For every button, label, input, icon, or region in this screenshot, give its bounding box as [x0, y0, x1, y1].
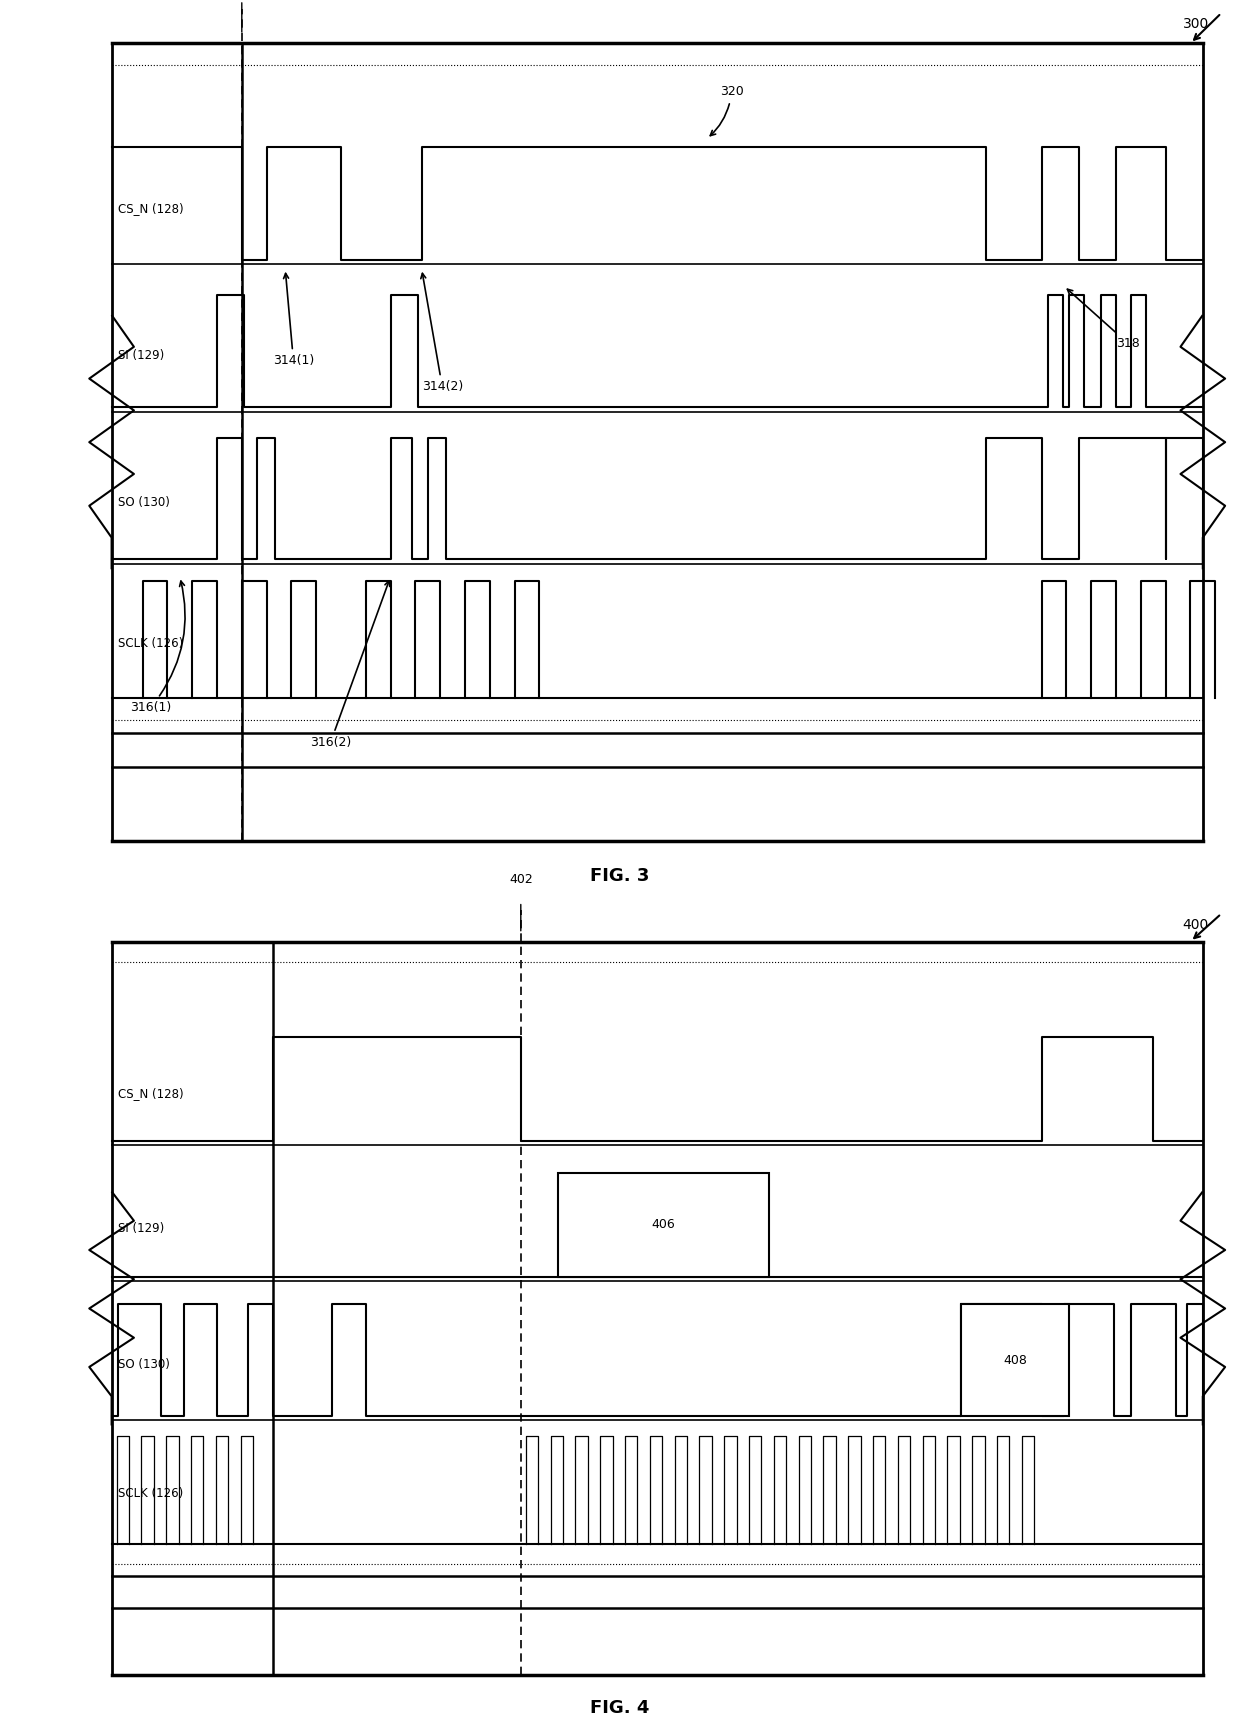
Text: SI (129): SI (129) [118, 1222, 164, 1235]
Text: 320: 320 [711, 85, 744, 135]
Text: 408: 408 [1003, 1354, 1027, 1366]
Text: 316(1): 316(1) [130, 581, 185, 714]
Text: SCLK (126): SCLK (126) [118, 1488, 184, 1500]
Text: SO (130): SO (130) [118, 496, 170, 510]
Text: SCLK (126): SCLK (126) [118, 636, 184, 650]
Text: CS_N (128): CS_N (128) [118, 201, 184, 215]
Text: 402: 402 [508, 872, 533, 886]
Text: 314(2): 314(2) [420, 274, 463, 394]
Bar [961, 1304, 1069, 1417]
Text: FIG. 4: FIG. 4 [590, 1699, 650, 1717]
Text: CS_N (128): CS_N (128) [118, 1087, 184, 1099]
Text: 400: 400 [1183, 917, 1209, 931]
Text: 406: 406 [651, 1219, 676, 1231]
Text: 300: 300 [1183, 17, 1209, 31]
Text: SI (129): SI (129) [118, 349, 164, 362]
Text: 316(2): 316(2) [310, 581, 389, 749]
Text: 314(1): 314(1) [273, 274, 314, 368]
Text: FIG. 3: FIG. 3 [590, 867, 650, 884]
Text: SO (130): SO (130) [118, 1358, 170, 1372]
Text: 318: 318 [1068, 290, 1140, 350]
Bar [558, 1172, 769, 1276]
